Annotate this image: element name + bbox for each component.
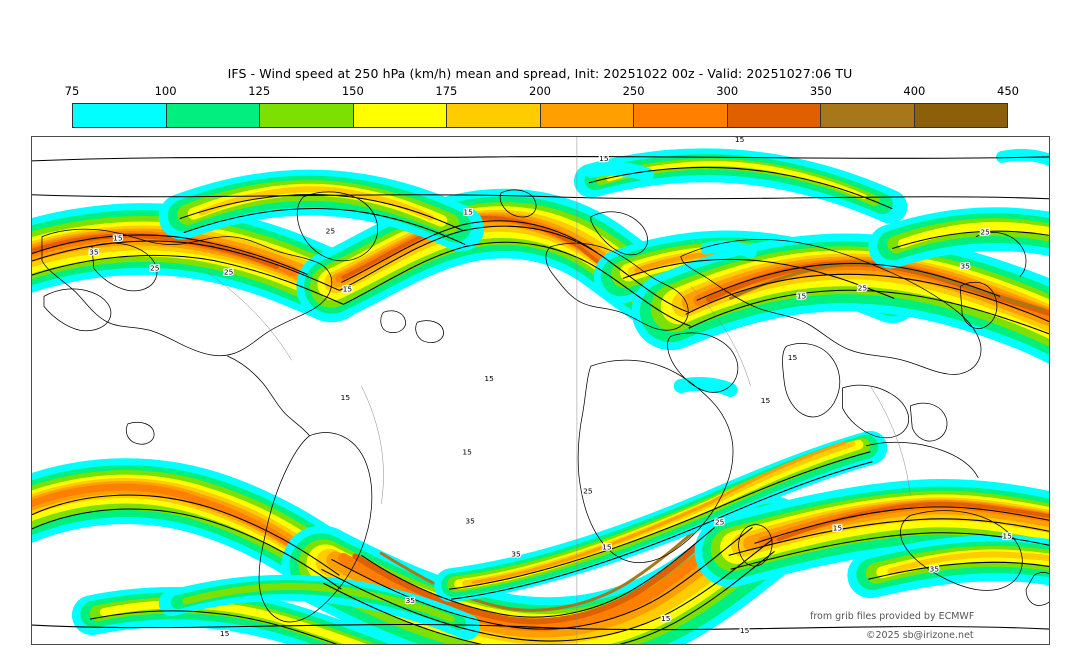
chart-title: IFS - Wind speed at 250 hPa (km/h) mean …	[227, 66, 853, 81]
map-panel[interactable]: 15 15 15 15 25 15 35 25 25 25 35 25 15 15 15 15 15 15 15 35…	[31, 136, 1050, 645]
contour-label: 25	[980, 228, 990, 237]
contour-label: 15	[113, 234, 123, 243]
colorbar-cell-300-350	[727, 104, 821, 127]
colorbar-cell-200-250	[540, 104, 634, 127]
colorbar-cell-75-100	[73, 104, 167, 127]
contour-label: 35	[511, 549, 521, 558]
map-canvas: 15 15 15 15 25 15 35 25 25 25 35 25 15 15 15 15 15 15 15 35…	[32, 137, 1049, 644]
contour-label: 35	[465, 516, 475, 525]
colorbar-tick-100: 100	[154, 84, 177, 98]
colorbar-cell-125-150	[260, 104, 354, 127]
colorbar: 75 100 125 150 175 200 250 300 350 400 450	[65, 84, 1019, 128]
contour-label: 25	[715, 517, 725, 526]
contour-label: 35	[89, 248, 99, 257]
colorbar-gradient	[72, 103, 1008, 128]
contour-label: 15	[343, 284, 353, 293]
contour-label: 25	[150, 263, 160, 272]
contour-label: 25	[583, 487, 593, 496]
contour-label: 15	[341, 393, 351, 402]
contour-label: 15	[735, 137, 745, 144]
contour-label: 15	[463, 208, 473, 217]
colorbar-tick-400: 400	[903, 84, 926, 98]
colorbar-cell-175-200	[447, 104, 541, 127]
contour-label: 15	[484, 374, 494, 383]
contour-label: 35	[405, 596, 415, 605]
colorbar-cell-100-125	[166, 104, 260, 127]
credit-copyright: ©2025 sb@irizone.net	[866, 630, 974, 641]
colorbar-tick-250: 250	[622, 84, 645, 98]
credit-source: from grib files provided by ECMWF	[810, 611, 975, 622]
colorbar-tick-200: 200	[529, 84, 551, 98]
contour-label: 15	[788, 353, 798, 362]
spread-contours	[32, 155, 1049, 644]
colorbar-tick-125: 125	[248, 84, 271, 98]
colorbar-cell-350-400	[821, 104, 915, 127]
contour-label: 15	[797, 291, 807, 300]
contour-label: 15	[220, 629, 230, 638]
colorbar-cell-150-175	[353, 104, 447, 127]
contour-label: 15	[761, 396, 771, 405]
contour-label: 35	[960, 261, 970, 270]
contour-label: 15	[462, 448, 472, 457]
contour-label: 15	[599, 154, 609, 163]
coastlines	[41, 137, 1049, 644]
contour-label: 25	[224, 267, 234, 276]
contour-label: 35	[929, 564, 939, 573]
contour-label: 15	[833, 523, 843, 532]
contour-label: 15	[602, 542, 612, 551]
contour-label: 15	[1002, 531, 1012, 540]
colorbar-tick-labels: 75 100 125 150 175 200 250 300 350 400 450	[65, 84, 1019, 100]
colorbar-cell-400-450	[914, 104, 1007, 127]
colorbar-cell-250-300	[634, 104, 728, 127]
contour-label: 25	[858, 283, 868, 292]
contour-label: 25	[326, 227, 336, 236]
colorbar-tick-175: 175	[435, 84, 458, 98]
contour-label: 15	[740, 626, 750, 635]
colorbar-tick-450: 450	[997, 84, 1019, 98]
colorbar-tick-300: 300	[716, 84, 739, 98]
colorbar-tick-150: 150	[341, 84, 364, 98]
contour-value-labels: 15 15 15 15 25 15 35 25 25 25 35 25 15 15 15 15 15 15 15 35…	[88, 137, 1013, 639]
colorbar-tick-75: 75	[64, 84, 80, 98]
contour-label: 15	[661, 614, 671, 623]
colorbar-tick-350: 350	[809, 84, 832, 98]
